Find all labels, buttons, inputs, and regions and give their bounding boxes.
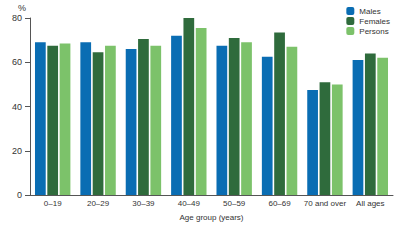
svg-text:All ages: All ages: [356, 199, 384, 208]
svg-text:80: 80: [12, 13, 22, 23]
svg-text:20–29: 20–29: [87, 199, 110, 208]
svg-text:70 and over: 70 and over: [304, 199, 347, 208]
svg-text:0: 0: [17, 190, 22, 200]
svg-text:Females: Females: [359, 17, 390, 26]
svg-text:Age group (years): Age group (years): [179, 213, 243, 222]
svg-text:50–59: 50–59: [223, 199, 246, 208]
svg-text:20: 20: [12, 146, 22, 156]
svg-text:60: 60: [12, 57, 22, 67]
svg-text:0–19: 0–19: [44, 199, 62, 208]
svg-text:Persons: Persons: [359, 27, 388, 36]
svg-text:40–49: 40–49: [178, 199, 201, 208]
svg-text:Males: Males: [359, 7, 380, 16]
svg-text:30–39: 30–39: [132, 199, 155, 208]
svg-text:%: %: [18, 3, 26, 13]
svg-text:60–69: 60–69: [268, 199, 291, 208]
svg-text:40: 40: [12, 102, 22, 112]
